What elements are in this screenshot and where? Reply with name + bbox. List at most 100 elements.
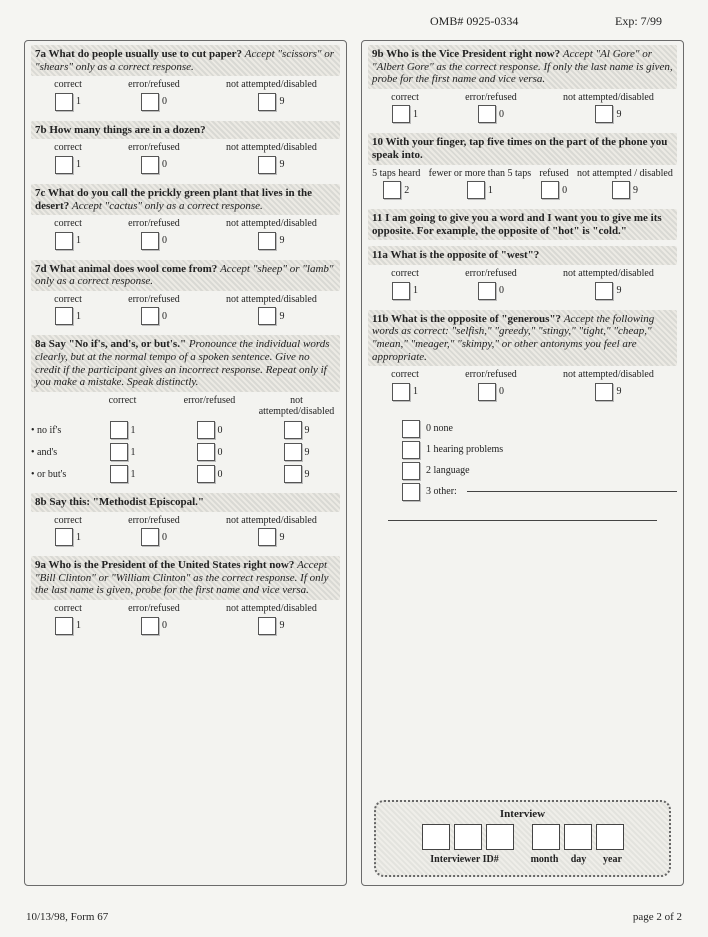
code: 0 xyxy=(562,185,567,196)
code: 0 xyxy=(162,532,167,543)
interview-month[interactable] xyxy=(532,824,560,850)
code: 0 xyxy=(218,447,223,458)
q9a-options: correct1 error/refused0 not attempted/di… xyxy=(31,604,340,635)
q8a-r1-correct[interactable] xyxy=(110,421,128,439)
q7b-head: 7b How many things are in a dozen? xyxy=(31,121,340,140)
lbl: not attempted/disabled xyxy=(563,269,654,280)
code: 0 xyxy=(218,425,223,436)
q8a-r3-na[interactable] xyxy=(284,465,302,483)
code: 9 xyxy=(616,386,621,397)
q7c-correct-box[interactable] xyxy=(55,232,73,250)
code: 0 xyxy=(499,285,504,296)
q10-options: 5 taps heard2 fewer or more than 5 taps1… xyxy=(368,169,677,200)
lbl: correct xyxy=(54,516,82,527)
q11a-options: correct1 error/refused0 not attempted/di… xyxy=(368,269,677,300)
reason-language-box[interactable] xyxy=(402,462,420,480)
reason-other: 3 other: xyxy=(426,486,457,497)
q9a-na-box[interactable] xyxy=(258,617,276,635)
q8b-err-box[interactable] xyxy=(141,528,159,546)
q11b-options: correct1 error/refused0 not attempted/di… xyxy=(368,370,677,401)
lbl: error/refused xyxy=(465,269,517,280)
q7a-err-box[interactable] xyxy=(141,93,159,111)
q7d-correct-box[interactable] xyxy=(55,307,73,325)
q7b-correct-box[interactable] xyxy=(55,156,73,174)
q7d-na-box[interactable] xyxy=(258,307,276,325)
interviewer-id-1[interactable] xyxy=(422,824,450,850)
q9b-options: correct1 error/refused0 not attempted/di… xyxy=(368,93,677,124)
code: 9 xyxy=(279,235,284,246)
interview-box: Interview Interviewer ID# month day year xyxy=(374,800,671,877)
q7a-text: 7a What do people usually use to cut pap… xyxy=(35,48,245,60)
code: 1 xyxy=(413,386,418,397)
q8b-options: correct1 error/refused0 not attempted/di… xyxy=(31,516,340,547)
lbl: not attempted/disabled xyxy=(563,93,654,104)
q11b-na-box[interactable] xyxy=(595,383,613,401)
lbl: error/refused xyxy=(128,516,180,527)
q8a-r2-na[interactable] xyxy=(284,443,302,461)
reason-hearing-box[interactable] xyxy=(402,441,420,459)
q8a-row-orbuts: • or but's 1 0 9 xyxy=(31,465,340,483)
q11a-head: 11a What is the opposite of "west"? xyxy=(368,246,677,265)
interview-year[interactable] xyxy=(596,824,624,850)
code: 2 xyxy=(404,185,409,196)
code: 0 xyxy=(162,159,167,170)
q7a-err-code: 0 xyxy=(162,96,167,107)
q7d-err-box[interactable] xyxy=(141,307,159,325)
q8a-row-noifs: • no if's 1 0 9 xyxy=(31,421,340,439)
q11a-na-box[interactable] xyxy=(595,282,613,300)
interviewer-id-3[interactable] xyxy=(486,824,514,850)
code: 1 xyxy=(76,159,81,170)
q9b-correct-box[interactable] xyxy=(392,105,410,123)
lbl: error/refused xyxy=(128,295,180,306)
q8b-correct-box[interactable] xyxy=(55,528,73,546)
reason-other-line[interactable] xyxy=(467,491,677,492)
q7c-na-box[interactable] xyxy=(258,232,276,250)
q8a-r1-err[interactable] xyxy=(197,421,215,439)
q10-lbl3: refused xyxy=(539,169,568,180)
q7b-na-box[interactable] xyxy=(258,156,276,174)
interviewer-id-2[interactable] xyxy=(454,824,482,850)
q11a-correct-box[interactable] xyxy=(392,282,410,300)
q11a-err-box[interactable] xyxy=(478,282,496,300)
q10-box2[interactable] xyxy=(467,181,485,199)
interview-day[interactable] xyxy=(564,824,592,850)
q11b-correct-box[interactable] xyxy=(392,383,410,401)
q8a-r2-err[interactable] xyxy=(197,443,215,461)
q10-box1[interactable] xyxy=(383,181,401,199)
omb-number: OMB# 0925-0334 xyxy=(430,14,518,29)
lbl: correct xyxy=(391,269,419,280)
code: 0 xyxy=(162,620,167,631)
q9b-err-box[interactable] xyxy=(478,105,496,123)
q8a-r1-na[interactable] xyxy=(284,421,302,439)
q7a-na-box[interactable] xyxy=(258,93,276,111)
write-line[interactable] xyxy=(388,520,657,521)
lbl: correct xyxy=(54,143,82,154)
q10-lbl4: not attempted / disabled xyxy=(577,169,673,180)
q9a-err-box[interactable] xyxy=(141,617,159,635)
code: 1 xyxy=(131,469,136,480)
q9b-na-box[interactable] xyxy=(595,105,613,123)
q7b-err-box[interactable] xyxy=(141,156,159,174)
code: 9 xyxy=(279,620,284,631)
lbl: not attempted/disabled xyxy=(226,604,317,615)
q8a-r2-correct[interactable] xyxy=(110,443,128,461)
lbl-na: not attempted/disabled xyxy=(226,80,317,91)
q7a-correct-box[interactable] xyxy=(55,93,73,111)
q9a-correct-box[interactable] xyxy=(55,617,73,635)
footer-left: 10/13/98, Form 67 xyxy=(26,911,108,923)
q8a-r3-correct[interactable] xyxy=(110,465,128,483)
code: 9 xyxy=(633,185,638,196)
lbl: correct xyxy=(54,604,82,615)
reason-none-box[interactable] xyxy=(402,420,420,438)
q7a-head: 7a What do people usually use to cut pap… xyxy=(31,45,340,76)
code: 0 xyxy=(218,469,223,480)
q8a-r3-err[interactable] xyxy=(197,465,215,483)
q8a-r3-label: • or but's xyxy=(31,469,79,480)
q7c-err-box[interactable] xyxy=(141,232,159,250)
q10-box3[interactable] xyxy=(541,181,559,199)
q11b-err-box[interactable] xyxy=(478,383,496,401)
q8b-na-box[interactable] xyxy=(258,528,276,546)
q9a-text: 9a Who is the President of the United St… xyxy=(35,559,297,571)
reason-other-box[interactable] xyxy=(402,483,420,501)
q10-box4[interactable] xyxy=(612,181,630,199)
